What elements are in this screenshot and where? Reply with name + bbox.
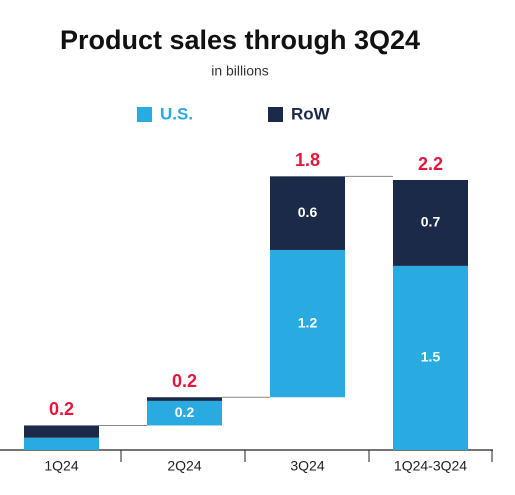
bar-segment <box>147 400 222 426</box>
value-label: 0.7 <box>421 214 441 230</box>
bar-segment <box>393 180 468 266</box>
bar-segment <box>147 397 222 401</box>
chart-title: Product sales through 3Q24 <box>60 25 420 55</box>
bar-segment <box>24 437 99 450</box>
x-tick-label: 3Q24 <box>290 458 324 474</box>
value-label: 0.2 <box>175 404 195 420</box>
x-tick-label: 2Q24 <box>167 458 201 474</box>
value-label: 0.6 <box>298 204 318 220</box>
legend-label: RoW <box>291 104 331 123</box>
bar-segment <box>270 176 345 250</box>
total-label: 2.2 <box>418 154 443 174</box>
chart-subtitle: in billions <box>211 63 269 79</box>
total-label: 1.8 <box>295 150 320 170</box>
x-tick-label: 1Q24-3Q24 <box>394 458 467 474</box>
value-label: 1.2 <box>298 314 318 330</box>
legend-swatch <box>268 107 283 122</box>
legend-label: U.S. <box>160 104 193 123</box>
legend-swatch <box>137 107 152 122</box>
bar-segment <box>393 265 468 450</box>
bar-segment <box>24 425 99 438</box>
total-label: 0.2 <box>49 399 74 419</box>
total-label: 0.2 <box>172 371 197 391</box>
bar-segment <box>270 249 345 398</box>
x-tick-label: 1Q24 <box>44 458 78 474</box>
x-ticks <box>120 450 493 462</box>
value-label: 1.5 <box>421 349 441 365</box>
